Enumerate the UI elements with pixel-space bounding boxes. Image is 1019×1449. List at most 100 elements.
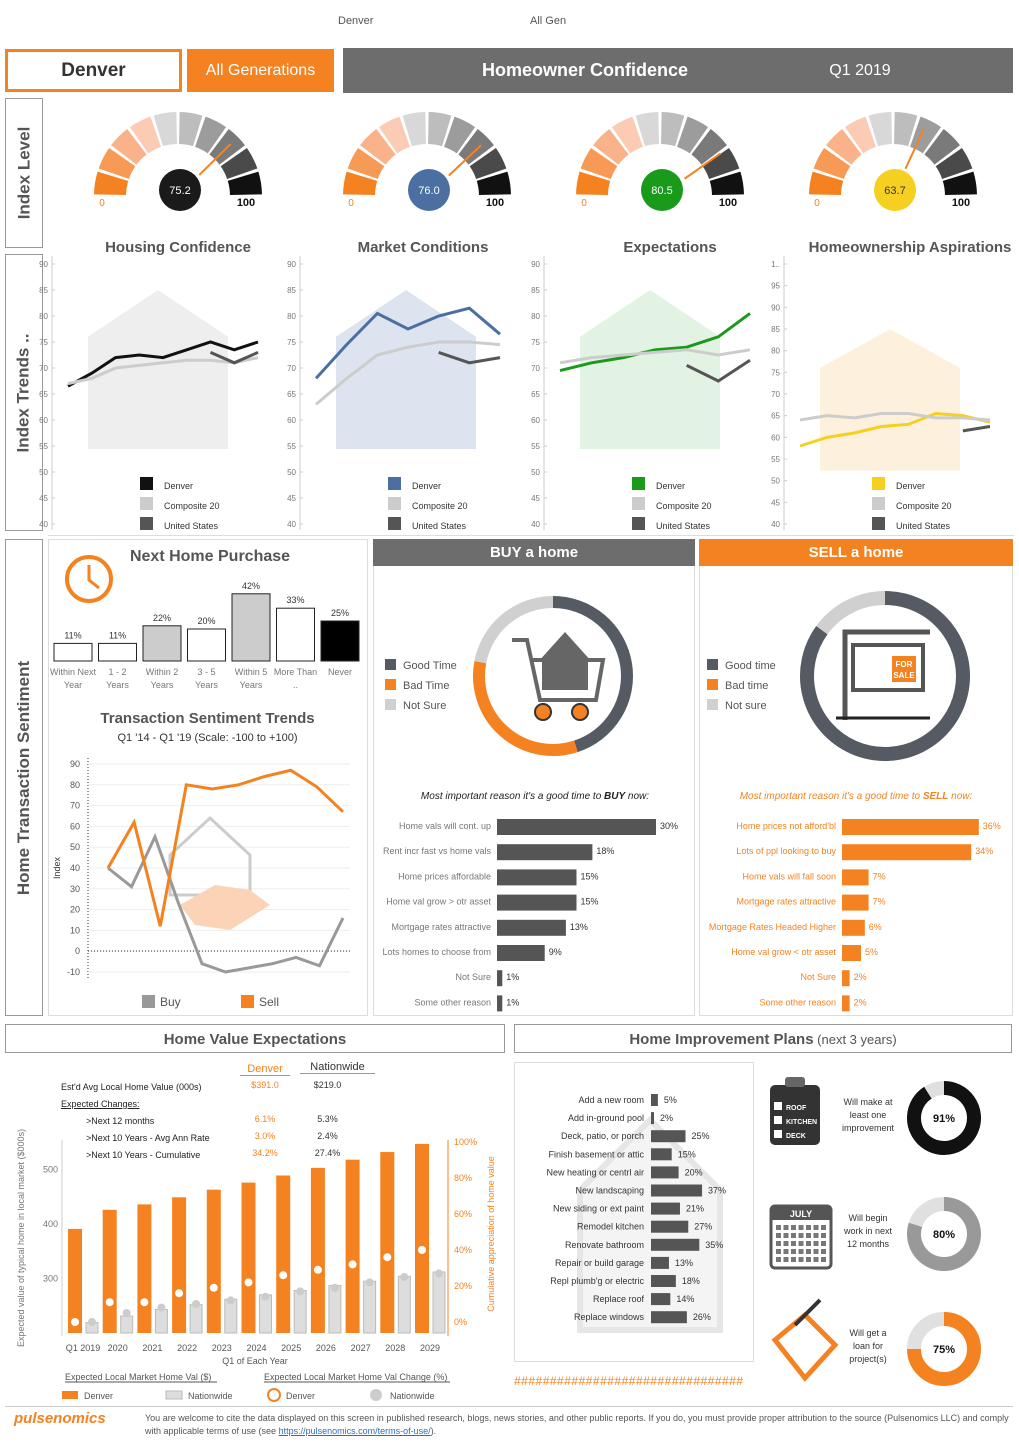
reason-bar xyxy=(497,995,503,1012)
sentiment-ytick: 60 xyxy=(70,821,80,831)
legend-label: Good Time xyxy=(403,660,457,672)
gauge-max: 100 xyxy=(719,197,737,209)
gauge-segment xyxy=(179,112,203,147)
section-index-trends: Index Trends .. xyxy=(5,254,43,531)
denver-value-bar xyxy=(206,1189,221,1333)
nationwide-change-dot xyxy=(330,1283,339,1292)
home-value-denver: $391.0 xyxy=(251,1080,279,1090)
trend-ytick: 50 xyxy=(39,468,48,477)
legend-label: Bad time xyxy=(725,680,768,692)
denver-change-dot xyxy=(140,1298,149,1307)
reason-value: 9% xyxy=(549,947,562,957)
trend-ytick: 1.. xyxy=(771,260,780,269)
hv-legend-label: Denver xyxy=(84,1391,113,1401)
calendar-month: JULY xyxy=(790,1209,812,1219)
improvement-stat-label: work in next xyxy=(843,1226,893,1236)
buy-header: BUY a home xyxy=(373,539,695,566)
hv-xtick: Q1 2019 xyxy=(66,1343,101,1353)
reason-label: Mortgage rates attractive xyxy=(736,897,836,907)
legend-swatch xyxy=(62,1391,78,1399)
gauge-segment xyxy=(402,112,426,147)
calendar-day xyxy=(821,1233,826,1238)
purchase-bar xyxy=(142,625,182,662)
home-value-nationwide: 2.4% xyxy=(317,1131,338,1141)
purchase-bar-label: 22% xyxy=(153,613,171,623)
trend-ytick: 70 xyxy=(39,364,48,373)
sell-reason-title: Most important reason it's a good time t… xyxy=(739,791,973,802)
reason-bar xyxy=(497,869,577,886)
location-header: Denver xyxy=(5,49,182,92)
legend-label: Denver xyxy=(412,481,441,491)
for-sale-tag xyxy=(892,656,916,682)
improvement-value: 18% xyxy=(682,1276,700,1286)
trend-ytick: 90 xyxy=(287,260,296,269)
legend-swatch xyxy=(872,477,885,490)
calendar-day xyxy=(776,1257,781,1262)
reason-value: 15% xyxy=(581,871,599,881)
reason-value: 15% xyxy=(581,897,599,907)
hv-xtick: 2023 xyxy=(212,1343,232,1353)
gauge-value-circle xyxy=(159,169,201,211)
improvement-donut xyxy=(908,1197,945,1228)
purchase-category: Year xyxy=(64,680,82,690)
sentiment-ylabel: Index xyxy=(52,856,62,879)
trend-line-composite-20 xyxy=(67,356,259,386)
improvement-bar xyxy=(651,1311,687,1324)
denver-value-bar xyxy=(380,1152,395,1333)
hv-legend-label: Denver xyxy=(286,1391,315,1401)
trend-line-denver xyxy=(559,312,751,373)
calendar-day xyxy=(776,1241,781,1246)
hash-overflow: ################################ xyxy=(514,1374,744,1388)
home-value-row-label: Est'd Avg Local Home Value (000s) xyxy=(61,1082,202,1092)
reason-label: Home prices not afford'bl xyxy=(736,821,836,831)
terms-link[interactable]: https://pulsenomics.com/terms-of-use/ xyxy=(278,1426,431,1436)
denver-value-bar xyxy=(137,1204,152,1333)
trend-ytick: 75 xyxy=(771,368,780,377)
trend-ytick: 80 xyxy=(531,312,540,321)
purchase-category: Within Next xyxy=(50,667,97,677)
legend-swatch xyxy=(632,497,645,510)
improvement-label: Add in-ground pool xyxy=(568,1113,644,1123)
hv-ytick2: 40% xyxy=(454,1245,472,1255)
checklist-item: KITCHEN xyxy=(786,1119,817,1126)
purchase-category: Never xyxy=(328,667,352,677)
gauge-segment xyxy=(942,171,977,195)
section-index-level: Index Level xyxy=(5,98,43,248)
footer-text: You are welcome to cite the data display… xyxy=(145,1413,1009,1436)
denver-value-bar xyxy=(241,1182,256,1333)
sentiment-line-buy xyxy=(107,832,345,974)
trend-line-united-states xyxy=(962,425,991,433)
legend-swatch xyxy=(707,699,718,710)
hv-xtick: 2021 xyxy=(142,1343,162,1353)
calendar-day xyxy=(798,1241,804,1246)
calendar-day xyxy=(783,1225,789,1230)
trend-ytick: 70 xyxy=(771,390,780,399)
generation-filter[interactable]: All Gen xyxy=(530,15,567,27)
improvement-value: 25% xyxy=(692,1131,710,1141)
trend-ytick: 40 xyxy=(771,520,780,529)
improvement-donut xyxy=(907,1312,945,1350)
improvement-stat-label: Will make at xyxy=(843,1097,893,1107)
legend-label: Good time xyxy=(725,660,776,672)
nationwide-change-dot xyxy=(365,1278,374,1287)
gauge-segment xyxy=(809,171,844,195)
home-value-row-label: >Next 10 Years - Cumulative xyxy=(86,1150,201,1160)
trend-ytick: 55 xyxy=(287,442,296,451)
reason-bar xyxy=(842,894,869,911)
trend-ytick: 90 xyxy=(531,260,540,269)
gauge-value: 76.0 xyxy=(418,185,439,197)
reason-label: Lots homes to choose from xyxy=(382,947,491,957)
gauge-value-circle xyxy=(641,169,683,211)
legend-swatch xyxy=(385,659,396,670)
gauge-segment xyxy=(844,116,876,154)
nationwide-value-bar xyxy=(154,1309,168,1334)
improvement-bar xyxy=(651,1220,689,1233)
location-filter[interactable]: Denver xyxy=(338,15,374,27)
hv-ytick: 500 xyxy=(43,1165,58,1175)
clipboard-clip xyxy=(785,1077,805,1087)
legend-label: Sell xyxy=(259,995,279,1009)
denver-value-bar xyxy=(172,1197,187,1333)
legend-swatch xyxy=(707,659,718,670)
